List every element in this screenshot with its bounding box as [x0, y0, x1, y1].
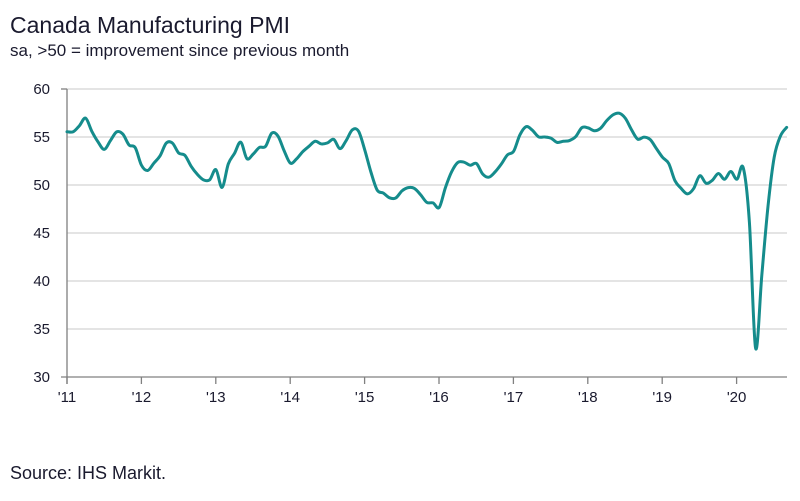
svg-text:'17: '17 [504, 389, 524, 406]
svg-text:'12: '12 [132, 389, 152, 406]
svg-text:35: 35 [33, 321, 50, 338]
svg-text:'18: '18 [578, 389, 598, 406]
svg-text:'14: '14 [280, 389, 300, 406]
svg-text:30: 30 [33, 369, 50, 386]
svg-text:'11: '11 [58, 389, 76, 406]
svg-text:'15: '15 [355, 389, 375, 406]
svg-text:45: 45 [33, 225, 50, 242]
svg-text:'20: '20 [727, 389, 747, 406]
svg-text:55: 55 [33, 129, 50, 146]
svg-text:'16: '16 [429, 389, 449, 406]
svg-text:40: 40 [33, 273, 50, 290]
svg-text:60: 60 [33, 81, 50, 98]
svg-text:'13: '13 [206, 389, 226, 406]
svg-text:'19: '19 [652, 389, 672, 406]
svg-text:50: 50 [33, 177, 50, 194]
